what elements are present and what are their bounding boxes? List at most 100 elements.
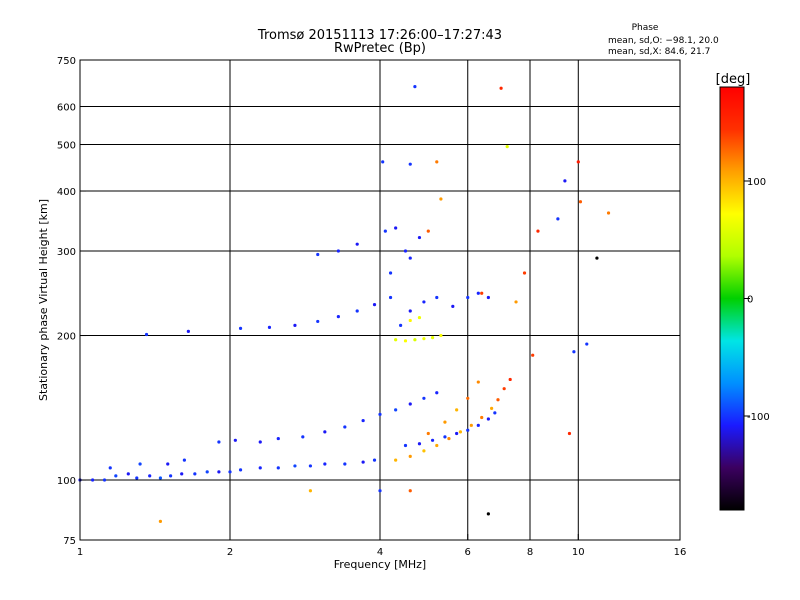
data-point <box>238 468 243 472</box>
data-point <box>408 318 412 323</box>
data-point <box>408 402 412 406</box>
data-point <box>308 489 313 493</box>
data-point <box>403 339 408 343</box>
data-point <box>480 291 484 295</box>
data-point <box>361 418 365 423</box>
data-point <box>276 466 280 470</box>
data-point <box>378 489 382 493</box>
data-point <box>422 449 426 453</box>
data-point <box>531 353 535 357</box>
data-point <box>258 466 262 470</box>
data-point <box>355 309 359 313</box>
data-point <box>378 412 382 417</box>
data-point <box>567 431 572 436</box>
phase-stats-heading: Phase <box>632 23 659 33</box>
data-point <box>578 200 583 204</box>
data-point <box>413 338 417 342</box>
data-point <box>381 160 385 164</box>
y-tick-label: 300 <box>57 247 76 258</box>
y-tick-label: 500 <box>57 141 76 152</box>
data-point <box>182 458 186 462</box>
data-point <box>496 398 500 402</box>
data-point <box>408 256 412 260</box>
data-point <box>383 229 387 233</box>
phase-stats-o: mean, sd,O: −98.1, 20.0 <box>608 36 719 46</box>
data-point <box>361 460 365 464</box>
x-tick-label: 6 <box>465 547 471 558</box>
data-point <box>435 391 439 395</box>
data-point <box>486 295 490 300</box>
data-point <box>439 197 443 201</box>
data-point <box>276 436 280 441</box>
data-point <box>408 454 412 459</box>
data-point <box>372 302 377 307</box>
data-point <box>394 458 398 462</box>
data-point <box>102 478 107 482</box>
data-point <box>114 474 118 478</box>
data-point <box>536 229 540 233</box>
data-point <box>455 431 459 436</box>
data-point <box>343 462 347 466</box>
data-point <box>316 319 320 324</box>
data-point <box>422 337 426 341</box>
data-point <box>394 408 398 412</box>
data-point <box>563 179 567 183</box>
data-point <box>408 489 412 493</box>
data-point <box>258 440 262 444</box>
data-point <box>217 470 221 474</box>
data-point <box>403 249 408 253</box>
data-point <box>508 377 512 382</box>
x-tick-label: 10 <box>572 547 585 558</box>
data-point <box>585 342 589 346</box>
data-point <box>522 271 527 275</box>
data-point <box>394 338 398 342</box>
data-point <box>205 470 209 474</box>
data-points <box>78 85 611 523</box>
data-point <box>408 309 412 313</box>
data-point <box>606 211 611 215</box>
x-tick-label: 1 <box>77 547 83 558</box>
x-tick-label: 8 <box>527 547 533 558</box>
data-point <box>135 476 139 480</box>
data-point <box>417 315 422 320</box>
colorbar <box>719 86 745 511</box>
y-tick-label: 750 <box>57 56 76 67</box>
data-point <box>399 323 403 327</box>
y-axis-ticks: 75 100 200 300 400 500 600 750 <box>57 56 86 547</box>
data-point <box>394 226 398 230</box>
data-point <box>469 423 473 427</box>
data-point <box>458 430 463 434</box>
data-point <box>476 423 480 427</box>
data-point <box>169 474 173 478</box>
data-point <box>514 300 518 304</box>
chart-subtitle: RwPretec (Bp) <box>334 41 426 56</box>
y-tick-label: 400 <box>57 187 76 198</box>
data-point <box>233 438 237 442</box>
data-point <box>422 396 426 400</box>
data-point <box>476 380 480 384</box>
y-tick-label: 75 <box>63 536 76 547</box>
data-point <box>138 462 142 466</box>
data-point <box>443 420 447 424</box>
data-point <box>435 443 439 448</box>
data-point <box>486 417 490 421</box>
x-tick-label: 16 <box>674 547 687 558</box>
colorbar-ticks: 100 0 -100 <box>744 177 770 423</box>
colorbar-tick-label: -100 <box>747 412 770 423</box>
x-axis-label: Frequency [MHz] <box>334 558 426 571</box>
data-point <box>476 291 480 295</box>
data-point <box>435 295 439 300</box>
data-point <box>447 436 451 441</box>
phase-stats-x: mean, sd,X: 84.6, 21.7 <box>608 47 710 57</box>
data-point <box>595 256 599 260</box>
data-point <box>466 295 470 300</box>
data-point <box>267 325 272 329</box>
data-point <box>308 464 313 468</box>
data-point <box>388 295 393 300</box>
data-point <box>108 466 112 470</box>
data-point <box>323 462 327 466</box>
data-point <box>238 326 243 330</box>
data-point <box>193 472 197 476</box>
data-point <box>455 408 459 412</box>
data-point <box>572 350 576 354</box>
